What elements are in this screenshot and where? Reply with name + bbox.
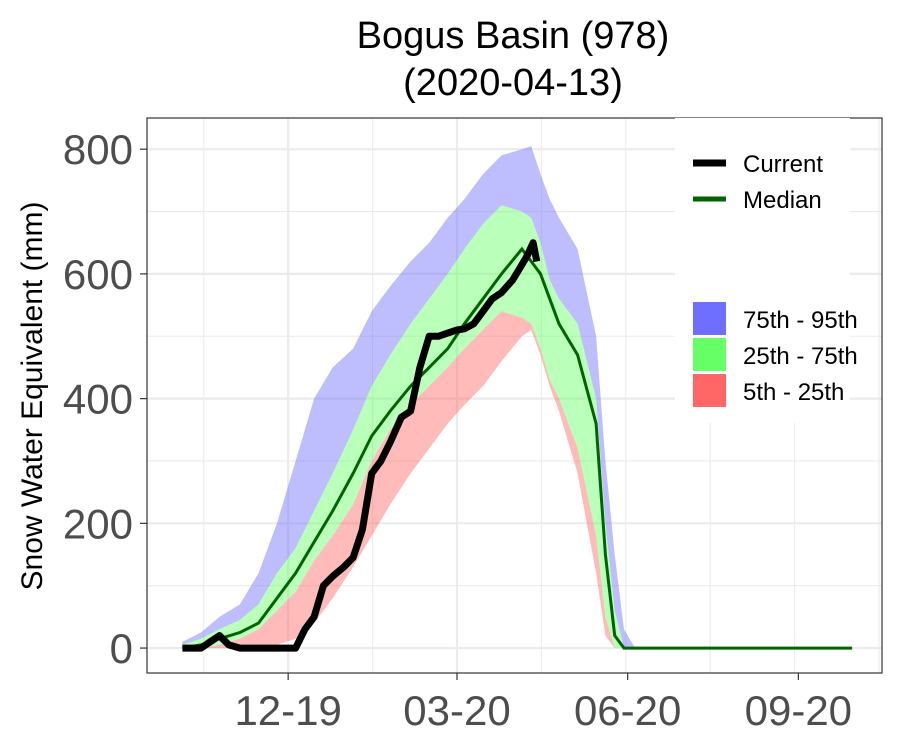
- x-tick-label: 03-20: [403, 687, 510, 734]
- chart-title: Bogus Basin (978): [357, 15, 670, 57]
- legend-line-label: Current: [743, 151, 823, 178]
- chart-subtitle: (2020-04-13): [403, 62, 623, 104]
- legend-band-label: 25th - 75th: [743, 343, 858, 370]
- x-axis: 12-19 03-20 06-20 09-20: [234, 673, 852, 734]
- x-tick-label: 12-19: [234, 687, 341, 734]
- legend-line-label: Median: [743, 187, 822, 214]
- y-tick-label: 600: [63, 251, 133, 298]
- legend-band-label: 75th - 95th: [743, 307, 858, 334]
- x-tick-label: 09-20: [745, 687, 852, 734]
- legend: Current Median 75th - 95th 25th - 75th 5th -…: [675, 118, 858, 423]
- legend-background: [675, 118, 850, 423]
- legend-band-key: [693, 338, 726, 371]
- legend-band-label: 5th - 25th: [743, 379, 844, 406]
- current-line: [182, 239, 541, 652]
- y-axis-title: Snow Water Equivalent (mm): [16, 201, 49, 590]
- y-tick-label: 0: [110, 625, 133, 672]
- legend-band-key: [693, 302, 726, 335]
- band-25-75: [182, 205, 853, 649]
- y-tick-label: 800: [63, 126, 133, 173]
- x-tick-label: 06-20: [574, 687, 681, 734]
- y-tick-label: 400: [63, 376, 133, 423]
- band-75-95: [182, 146, 853, 649]
- series-lines: [182, 239, 853, 652]
- median-line: [182, 246, 853, 650]
- grid-lines: [147, 118, 882, 673]
- legend-band-key: [693, 374, 726, 407]
- plot-panel-border: [146, 117, 883, 674]
- y-tick-label: 200: [63, 500, 133, 547]
- y-axis: 0 200 400 600 800: [63, 126, 147, 672]
